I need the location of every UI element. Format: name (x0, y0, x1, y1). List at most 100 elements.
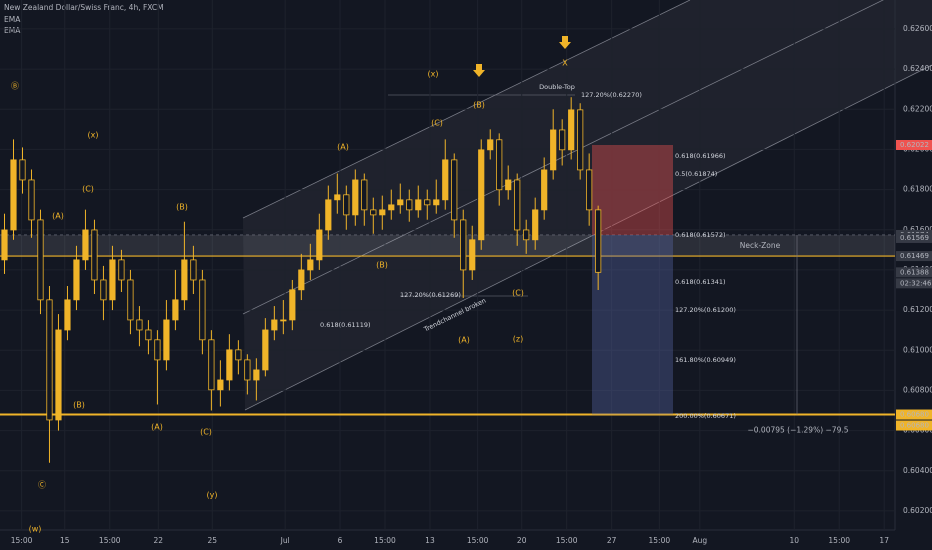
candle-body (505, 179, 512, 191)
stop-zone (592, 145, 673, 235)
annotation: (C) (431, 119, 443, 128)
x-tick-label: 15:00 (828, 536, 850, 545)
x-tick-label: 15:00 (99, 536, 121, 545)
candle-body (514, 179, 521, 231)
x-tick-label: 25 (208, 536, 218, 545)
annotation: (A) (52, 212, 64, 221)
x-tick-label: 10 (789, 536, 799, 545)
y-tick-label: 0.60200 (903, 506, 932, 515)
y-tick-label: 0.61200 (903, 305, 932, 314)
candle-body (163, 319, 170, 361)
y-tick-label: 0.61800 (903, 185, 932, 194)
annotation: 0.618(0.61572) (675, 231, 726, 239)
candle-body (271, 319, 278, 331)
annotation: (B) (376, 261, 388, 270)
annotation: (A) (458, 336, 470, 345)
candle-body (217, 379, 224, 391)
candle-body (46, 299, 53, 421)
annotation: (C) (512, 289, 524, 298)
candle-body (379, 209, 386, 216)
position-label: −0.00795 (−1.29%) −79.5 (747, 426, 848, 435)
annotation: Ⓑ (11, 82, 19, 91)
y-tick-label: 0.60800 (903, 385, 932, 394)
indicator-label: EMA (4, 26, 21, 35)
y-tick-label: 0.61000 (903, 345, 932, 354)
annotation: (C) (82, 185, 94, 194)
price-tag (896, 232, 932, 243)
arrow-icon (559, 36, 571, 49)
candle-body (181, 259, 188, 301)
candle-body (19, 159, 26, 181)
x-tick-label: 15 (60, 536, 70, 545)
candle-body (145, 329, 152, 341)
candle-body (136, 319, 143, 331)
annotation: (x) (428, 70, 439, 79)
x-tick-label: 22 (154, 536, 164, 545)
candle-body (199, 279, 206, 341)
candle-body (154, 339, 161, 361)
annotation: (A) (337, 143, 349, 152)
annotation: 127.20%(0.61269) (400, 291, 461, 299)
candle-body (388, 204, 395, 211)
candle-body (73, 259, 80, 301)
candle-body (109, 259, 116, 301)
annotation: (A) (151, 423, 163, 432)
candle-body (532, 209, 539, 241)
annotation: (x) (88, 131, 99, 140)
annotation: (B) (176, 203, 188, 212)
candle-body (523, 229, 530, 241)
candle-body (487, 139, 494, 151)
candle-body (586, 169, 593, 211)
annotation: 0.618(0.61119) (320, 321, 371, 329)
x-tick-label: 6 (338, 536, 343, 545)
channel-middle (242, 0, 884, 315)
indicator-label: EMA (4, 15, 21, 24)
price-tag-label: 0.61569 (900, 234, 929, 242)
annotation: 127.20%(0.61200) (675, 306, 736, 314)
annotation: X (562, 59, 568, 68)
annotation: 127.20%(0.62270) (581, 91, 642, 99)
candle-body (496, 139, 503, 191)
x-tick-label: 13 (425, 536, 435, 545)
countdown-tag (896, 278, 932, 289)
candle-body (541, 169, 548, 211)
price-tag (896, 140, 932, 151)
y-tick-label: 0.61600 (903, 225, 932, 234)
y-tick-label: 0.62600 (903, 24, 932, 33)
candle-body (334, 194, 341, 201)
price-tag (896, 251, 932, 262)
candle-body (190, 259, 197, 281)
candle-body (442, 159, 449, 201)
x-tick-label: 17 (879, 536, 889, 545)
annotation: (C) (200, 428, 212, 437)
price-tag (896, 409, 932, 420)
annotation: 200.00%(0.60671) (675, 412, 736, 420)
x-tick-label: 15:00 (374, 536, 396, 545)
channel-lower (244, 64, 932, 411)
candle-body (298, 269, 305, 291)
chart-title: New Zealand Dollar/Swiss Franc, 4h, FXCM (4, 3, 164, 12)
candle-body (10, 159, 17, 231)
annotation: 0.618(0.61341) (675, 278, 726, 286)
candle-body (433, 199, 440, 206)
annotation: 0.618(0.61966) (675, 152, 726, 160)
x-tick-label: 15:00 (649, 536, 671, 545)
candle-body (307, 259, 314, 271)
candle-body (424, 199, 431, 206)
x-tick-label: 15:00 (467, 536, 489, 545)
arrow-icon (473, 64, 485, 77)
neck-zone (0, 234, 895, 257)
annotation: (B) (473, 101, 485, 110)
annotation: (B) (73, 401, 85, 410)
candle-body (118, 259, 125, 281)
annotation: Ⓒ (38, 481, 46, 490)
candle-body (325, 199, 332, 231)
annotation: 0.5(0.61874) (675, 170, 717, 178)
candle-body (550, 129, 557, 171)
candle-body (172, 299, 179, 321)
candle-body (64, 299, 71, 331)
price-tag-label: 0.60680 (900, 411, 929, 419)
candle-body (397, 199, 404, 206)
y-tick-label: 0.60400 (903, 466, 932, 475)
